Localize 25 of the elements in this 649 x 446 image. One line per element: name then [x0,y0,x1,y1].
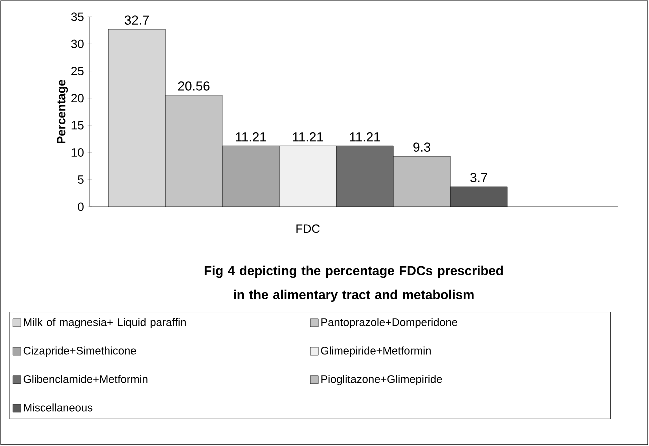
legend-label: Pioglitazone+Glimepiride [322,375,442,386]
y-axis-title: Percentage [57,80,68,144]
legend-label: Milk of magnesia+ Liquid paraffin [24,318,186,329]
data-label: 9.3 [414,142,431,152]
data-label: 3.7 [470,173,488,182]
y-tick-label: 10 [72,148,84,157]
data-label: 11.21 [350,132,380,142]
legend-label: Miscellaneous [24,404,93,412]
legend-label: Cizapride+Simethicone [24,346,136,357]
legend-label: Glimepiride+Metformin [321,346,431,357]
y-tick-label: 20 [72,94,84,103]
legend-label: Glibenclamide+Metformin [24,375,148,384]
y-tick-label: 15 [72,121,84,130]
legend-label: Pantoprazole+Domperidone [322,318,458,329]
y-tick-label: 35 [71,12,84,22]
data-label: 32.7 [124,16,150,25]
y-tick-label: 0 [78,202,84,212]
y-tick-label: 25 [72,67,84,76]
data-label: 11.21 [293,132,324,142]
data-label: 20.56 [178,82,210,91]
data-label: 11.21 [236,132,266,142]
x-tick-label: FDC [296,224,320,234]
y-tick-label: 30 [71,40,84,48]
text: Fig 4 depicting the percentage FDCs prescribed in the alimentary tract and metabolism [204,266,504,302]
y-tick-label: 5 [78,176,84,184]
